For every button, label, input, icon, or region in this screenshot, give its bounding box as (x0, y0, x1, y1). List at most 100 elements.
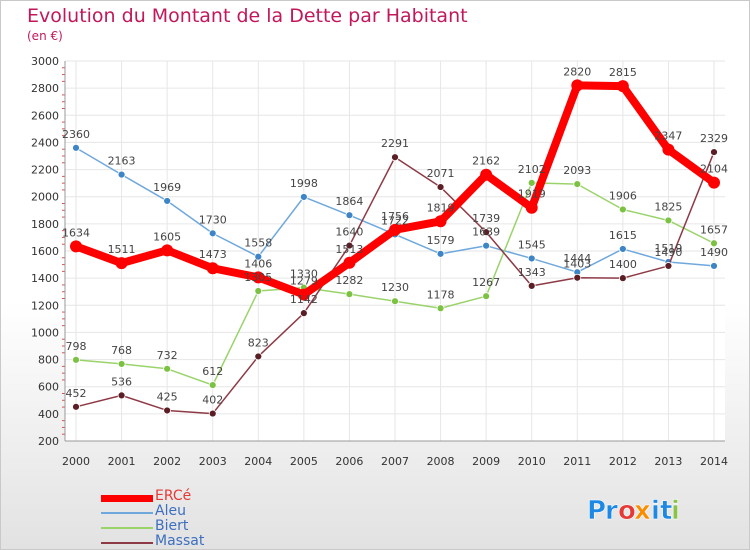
data-label: 1756 (381, 210, 409, 223)
data-point (618, 245, 627, 253)
data-label: 2163 (108, 155, 136, 168)
data-label: 1819 (427, 201, 455, 214)
x-tick-label: 2005 (290, 455, 318, 468)
legend-swatch (101, 542, 153, 544)
data-label: 1969 (153, 181, 181, 194)
data-label: 1403 (563, 258, 591, 271)
series-group (70, 79, 720, 418)
chart-unit: (en €) (27, 29, 63, 43)
data-point (710, 148, 718, 156)
logo-letter: t (660, 496, 672, 526)
data-label: 1490 (654, 246, 682, 259)
data-label: 1178 (427, 288, 455, 301)
x-tick-label: 2002 (153, 455, 181, 468)
data-label: 425 (157, 390, 178, 403)
data-point (299, 309, 308, 318)
proxiti-logo: Pr ox i ti (587, 496, 681, 527)
y-tick-label: 2600 (31, 109, 59, 122)
data-label: 1730 (199, 213, 227, 226)
data-point (117, 170, 126, 179)
logo-letter: o (618, 496, 636, 526)
data-point (527, 178, 536, 187)
y-tick-label: 1600 (31, 245, 59, 258)
y-tick-label: 2000 (31, 191, 59, 204)
data-point (525, 201, 538, 214)
y-tick-label: 400 (38, 408, 59, 421)
data-label: 2071 (427, 167, 455, 180)
data-label: 1400 (609, 258, 637, 271)
data-label: 1519 (654, 242, 682, 255)
data-label: 1615 (609, 229, 637, 242)
logo-letter: r (605, 496, 618, 526)
data-label: 1490 (700, 246, 728, 259)
data-point (391, 153, 399, 162)
data-point (206, 262, 219, 275)
x-tick-label: 2013 (654, 455, 682, 468)
data-point (664, 262, 673, 270)
data-point (345, 241, 354, 250)
data-point (482, 228, 491, 237)
data-label: 1579 (427, 234, 455, 247)
data-label: 1906 (609, 189, 637, 202)
data-point (252, 271, 265, 284)
data-point (117, 360, 126, 368)
data-label: 402 (202, 394, 223, 407)
y-tick-label: 800 (38, 354, 59, 367)
data-label: 1545 (518, 238, 546, 251)
x-tick-label: 2006 (335, 455, 363, 468)
data-point (571, 79, 584, 92)
data-point (72, 143, 80, 152)
data-point (208, 381, 217, 389)
data-label: 1722 (381, 214, 409, 227)
y-tick-label: 1000 (31, 326, 59, 339)
data-point (115, 257, 128, 270)
data-label: 2102 (518, 163, 546, 176)
y-tick-label: 2200 (31, 164, 59, 177)
data-label: 1657 (700, 223, 728, 236)
data-label: 1343 (518, 266, 546, 279)
data-point (708, 176, 720, 189)
legend-label: Massat (155, 533, 205, 549)
x-tick-label: 2004 (244, 455, 272, 468)
y-tick-label: 200 (38, 435, 59, 448)
data-point (482, 241, 491, 250)
legend-swatch (101, 527, 153, 529)
data-point (664, 216, 673, 225)
data-point (573, 273, 582, 282)
data-point (436, 249, 445, 258)
data-label: 1142 (290, 293, 318, 306)
data-label: 1282 (335, 274, 363, 287)
data-label: 1279 (290, 275, 318, 288)
chart-title: Evolution du Montant de la Dette par Hab… (27, 5, 468, 27)
logo-letter: i (671, 496, 680, 526)
data-label: 1511 (108, 243, 136, 256)
data-point (436, 304, 445, 313)
data-label: 823 (248, 336, 269, 349)
legend-label: Biert (155, 518, 189, 534)
data-label: 1864 (335, 195, 363, 208)
y-tick-label: 2400 (31, 136, 59, 149)
y-tick-label: 2800 (31, 82, 59, 95)
data-point (297, 288, 310, 301)
legend-label: ERCé (155, 488, 192, 504)
data-point (480, 168, 493, 181)
data-point (70, 240, 82, 253)
x-tick-label: 2003 (199, 455, 227, 468)
data-label: 1230 (381, 281, 409, 294)
data-point (389, 223, 401, 236)
x-tick-label: 2011 (563, 455, 591, 468)
axes: 200 400 600 800 1000 1200 1400 1600 1800 2000 2200… (31, 55, 728, 468)
data-label: 1267 (472, 276, 500, 289)
data-point (163, 197, 172, 205)
data-point (618, 205, 627, 214)
logo-letter: x (634, 496, 651, 526)
data-label: 1634 (62, 226, 90, 239)
y-tick-label: 3000 (31, 55, 59, 68)
x-tick-label: 2008 (427, 455, 455, 468)
legend-label: Aleu (155, 503, 186, 519)
data-label: 2820 (563, 65, 591, 78)
x-tick-label: 2014 (700, 455, 728, 468)
data-label: 1406 (244, 257, 272, 270)
